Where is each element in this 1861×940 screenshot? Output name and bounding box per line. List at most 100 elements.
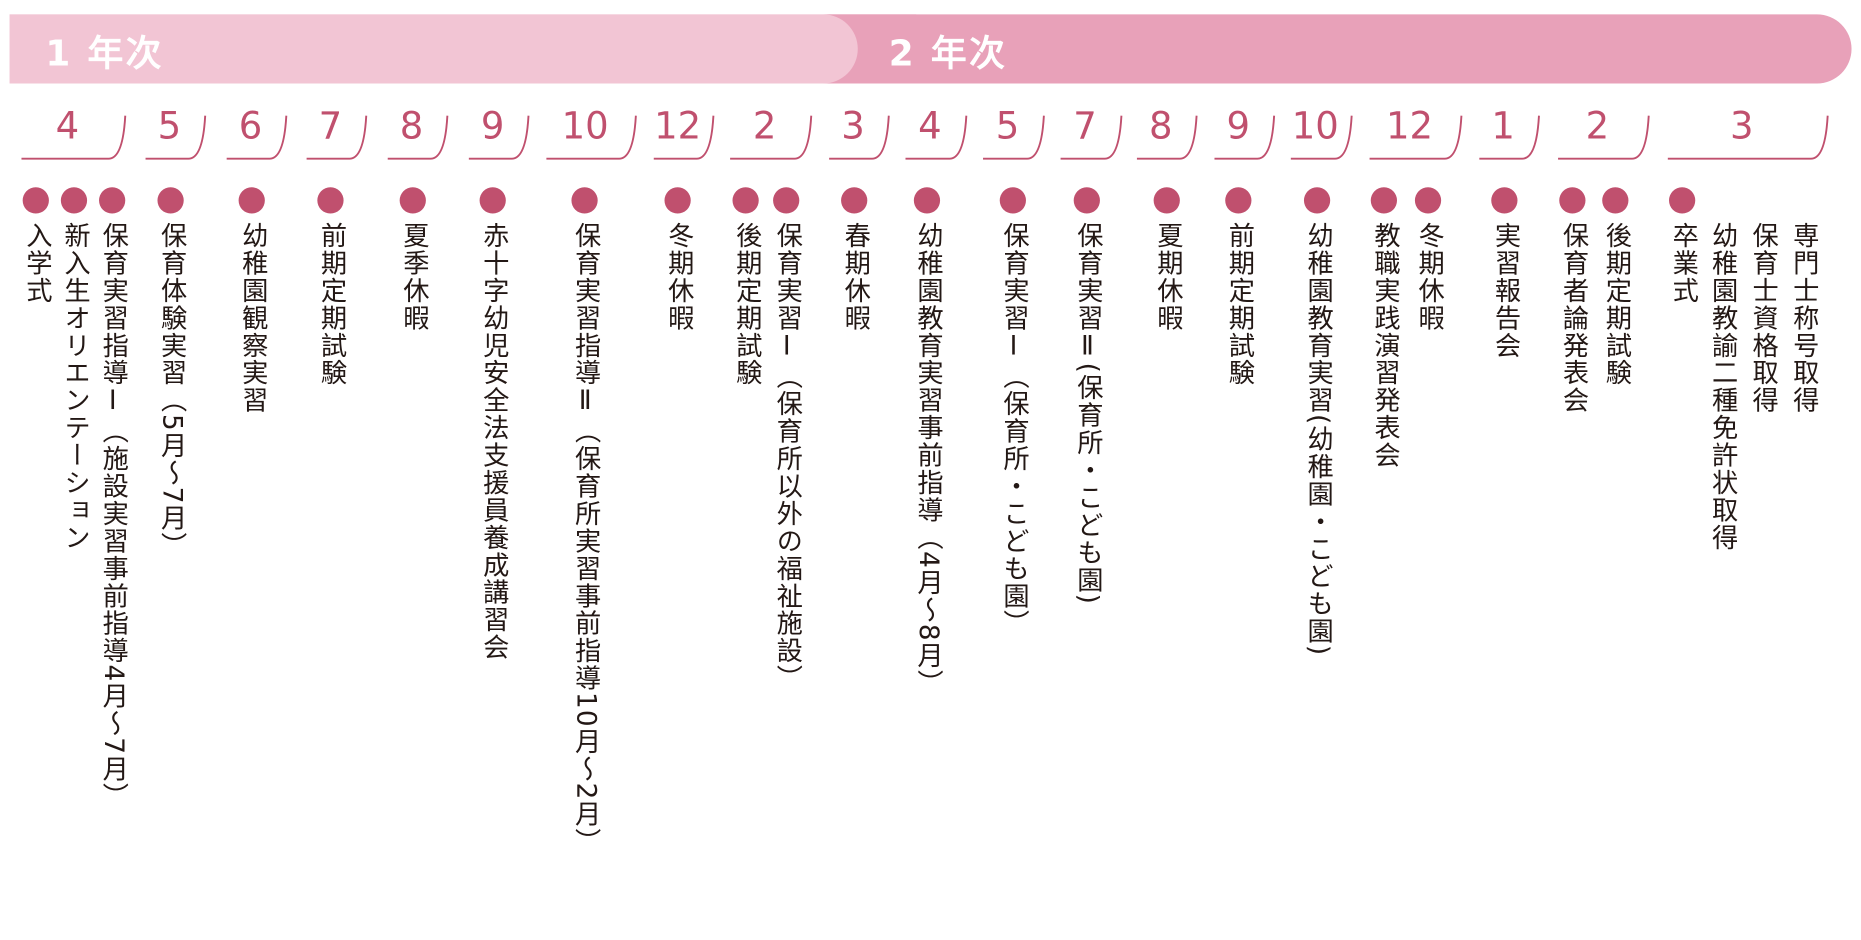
event-dot	[732, 187, 759, 214]
qualification-text: 幼稚園教諭二種免許状取得	[1707, 221, 1738, 552]
event-dot	[317, 187, 344, 214]
month-label: 2	[1585, 104, 1610, 148]
month-label: 8	[1149, 104, 1173, 148]
event-dot	[571, 187, 598, 214]
event-text: 教職実践演習発表会	[1369, 221, 1400, 469]
month-underline	[21, 115, 127, 160]
event-dot	[999, 187, 1026, 214]
event-dot	[1153, 187, 1180, 214]
month-underline	[1558, 115, 1650, 160]
month-underline	[1136, 115, 1198, 160]
event-dot	[1303, 187, 1331, 214]
event-text: 赤十字幼児安全法支援員養成講習会	[478, 221, 509, 661]
qualification-text: 保育士資格取得	[1747, 221, 1778, 414]
event-text: 後期定期試験	[731, 221, 762, 387]
event-text: 前期定期試験	[316, 221, 346, 387]
month-underline	[1214, 115, 1276, 160]
event-dot	[664, 187, 691, 214]
event-dot	[1559, 187, 1586, 214]
event-text: 保育実習Ⅰ（保育所以外の福祉施設）	[771, 221, 802, 692]
event-dot	[399, 187, 426, 214]
year-band-2	[823, 14, 1852, 84]
event-dot	[841, 187, 868, 214]
event-text: 卒業式	[1667, 221, 1698, 305]
qualification-text: 専門士称号取得	[1788, 221, 1819, 414]
month-underline	[905, 115, 968, 160]
month-underline	[1060, 115, 1123, 160]
month-underline	[1479, 115, 1540, 160]
event-text: 保育実習指導Ⅱ（保育所実習事前指導10月～2月）	[570, 221, 601, 856]
event-dot	[1073, 187, 1100, 214]
event-dot	[22, 187, 49, 214]
month-label: 9	[480, 104, 505, 148]
month-label: 7	[318, 104, 343, 148]
month-label: 1	[1491, 104, 1515, 148]
event-text: 保育実習Ⅱ(保育所・こども園)	[1072, 221, 1103, 606]
event-text: 保育者論発表会	[1558, 221, 1588, 414]
event-dot	[157, 187, 184, 214]
event-text: 夏季休暇	[398, 221, 429, 332]
month-label: 12	[654, 104, 702, 148]
event-text: 幼稚園観察実習	[237, 221, 268, 414]
month-underline	[1667, 115, 1829, 160]
month-label: 10	[1291, 104, 1339, 148]
month-underline	[387, 115, 449, 160]
event-dot	[773, 187, 800, 214]
month-label: 5	[995, 104, 1020, 148]
event-text: 新入生オリエンテーション	[59, 221, 90, 552]
month-label: 12	[1385, 104, 1434, 148]
event-dot	[913, 187, 941, 214]
month-label: 4	[918, 104, 942, 148]
event-text: 入学式	[21, 221, 52, 305]
event-dot	[60, 187, 88, 214]
event-dot	[1414, 187, 1442, 214]
month-label: 3	[841, 104, 865, 148]
year-label: 1 年次	[45, 33, 164, 76]
event-dot	[238, 187, 265, 214]
month-underline	[468, 115, 530, 160]
event-text: 夏期休暇	[1152, 221, 1183, 332]
year-band-1	[9, 14, 917, 84]
event-dot	[479, 187, 506, 214]
month-label: 5	[157, 104, 182, 148]
month-underline	[546, 115, 637, 160]
event-text: 前期定期試験	[1224, 221, 1254, 387]
event-text: 保育体験実習（5月～7月）	[156, 221, 187, 560]
event-text: 保育実習指導Ⅰ（施設実習事前指導4月～7月）	[97, 221, 128, 811]
event-dot	[1669, 187, 1696, 214]
month-underline	[226, 115, 288, 160]
month-underline	[653, 115, 715, 160]
month-underline	[145, 115, 207, 160]
event-text: 冬期休暇	[663, 221, 694, 332]
month-underline	[829, 115, 890, 160]
event-text: 冬期休暇	[1413, 221, 1444, 332]
month-label: 9	[1226, 104, 1251, 148]
event-dot	[1225, 187, 1252, 214]
month-label: 6	[238, 104, 263, 148]
month-underline	[730, 115, 813, 160]
month-underline	[1369, 115, 1463, 160]
event-dot	[1370, 187, 1398, 214]
month-label: 7	[1073, 104, 1097, 148]
event-text: 幼稚園教育実習事前指導（4月～8月）	[912, 221, 943, 697]
month-underline	[1290, 115, 1353, 160]
month-label: 4	[55, 104, 80, 148]
month-underline	[306, 115, 368, 160]
event-text: 春期休暇	[839, 221, 870, 332]
month-label: 2	[752, 104, 777, 148]
event-dot	[1491, 187, 1518, 214]
year-label: 2 年次	[888, 33, 1008, 76]
event-text: 実習報告会	[1490, 221, 1520, 360]
event-text: 後期定期試験	[1601, 221, 1631, 387]
month-label: 10	[561, 104, 609, 148]
month-underline	[983, 115, 1045, 160]
event-text: 保育実習Ⅰ（保育所・こども園）	[998, 221, 1029, 638]
event-dot	[99, 187, 126, 214]
month-label: 8	[399, 104, 424, 148]
event-text: 幼稚園教育実習(幼稚園・こども園)	[1302, 221, 1333, 657]
event-dot	[1602, 187, 1629, 214]
month-label: 3	[1729, 104, 1754, 148]
